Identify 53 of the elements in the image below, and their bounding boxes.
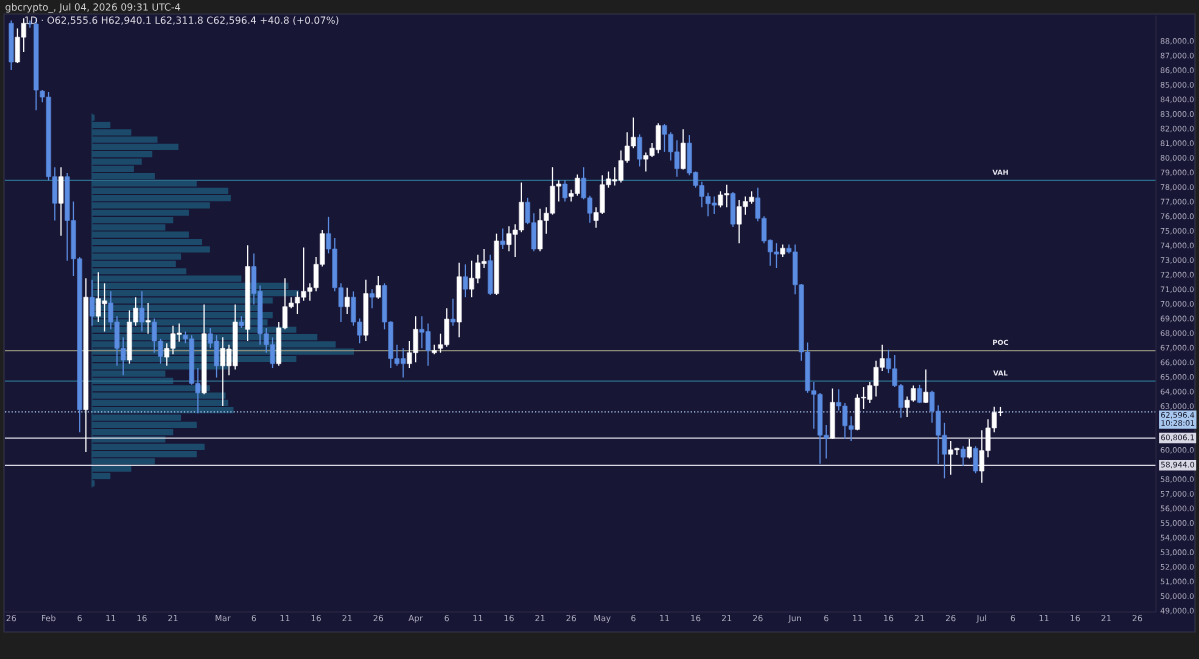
chart-title: gbcrypto_, Jul 04, 2026 09:31 UTC-4 xyxy=(5,3,181,13)
x-tick-label: 6 xyxy=(824,614,829,622)
x-tick-label: 6 xyxy=(444,614,449,622)
candlestick xyxy=(375,275,381,300)
candlestick xyxy=(369,288,375,309)
candlestick xyxy=(562,179,568,203)
x-tick-label: 11 xyxy=(852,615,862,622)
candlestick xyxy=(973,445,979,474)
x-tick-label: 6 xyxy=(631,614,636,622)
x-tick-label: Jun xyxy=(788,615,801,623)
x-tick-label: 11 xyxy=(473,615,483,622)
x-tick-label: 6 xyxy=(1010,614,1016,622)
candlestick xyxy=(139,290,145,333)
x-tick-label: 16 xyxy=(311,614,321,622)
x-tick-label: 11 xyxy=(280,615,290,622)
x-tick-label: 11 xyxy=(106,615,116,622)
x-tick-label: 21 xyxy=(1101,614,1111,622)
x-tick-label: Jul xyxy=(976,614,987,623)
x-tick-label: 16 xyxy=(137,614,147,622)
x-tick-label: Mar xyxy=(215,615,231,622)
x-tick-label: 11 xyxy=(660,615,670,622)
x-tick-label: 6 xyxy=(251,614,256,622)
candlestick xyxy=(960,445,966,467)
x-tick-label: 16 xyxy=(504,614,514,622)
x-tick-label: 26 xyxy=(946,614,956,622)
x-tick-label: 26 xyxy=(1132,614,1143,622)
candlestick xyxy=(450,298,456,327)
x-tick-label: 16 xyxy=(884,614,894,622)
x-tick-label: 26 xyxy=(373,614,384,622)
x-tick-label: 11 xyxy=(1039,615,1049,622)
x-tick-label: 16 xyxy=(691,614,701,622)
candlestick xyxy=(89,279,95,327)
x-tick-label: 26 xyxy=(6,614,16,622)
x-tick-label: 21 xyxy=(342,614,352,622)
candlestick xyxy=(923,368,929,404)
candlestick xyxy=(145,302,151,335)
x-tick-label: May xyxy=(594,615,611,623)
x-tick-label: 21 xyxy=(535,614,545,622)
candlestick xyxy=(966,438,972,460)
candlestick xyxy=(637,133,643,168)
candlestick xyxy=(462,263,468,298)
candlestick xyxy=(344,287,350,315)
x-tick-label: 21 xyxy=(914,614,925,622)
x-tick-label: 26 xyxy=(566,614,576,622)
x-tick-label: 6 xyxy=(77,614,82,622)
x-tick-label: Apr xyxy=(408,615,423,623)
x-tick-label: 16 xyxy=(1070,614,1080,622)
chart-subtitle: 1D · O62,555.6 H62,940.1 L62,311.8 C62,596.4 +40.8 (+0.07%) xyxy=(25,16,339,25)
x-tick-label: 21 xyxy=(722,614,732,622)
x-tick-label: Feb xyxy=(41,614,56,622)
candlestick xyxy=(500,227,506,250)
x-tick-label: 21 xyxy=(168,614,178,622)
x-tick-label: 26 xyxy=(753,614,763,622)
